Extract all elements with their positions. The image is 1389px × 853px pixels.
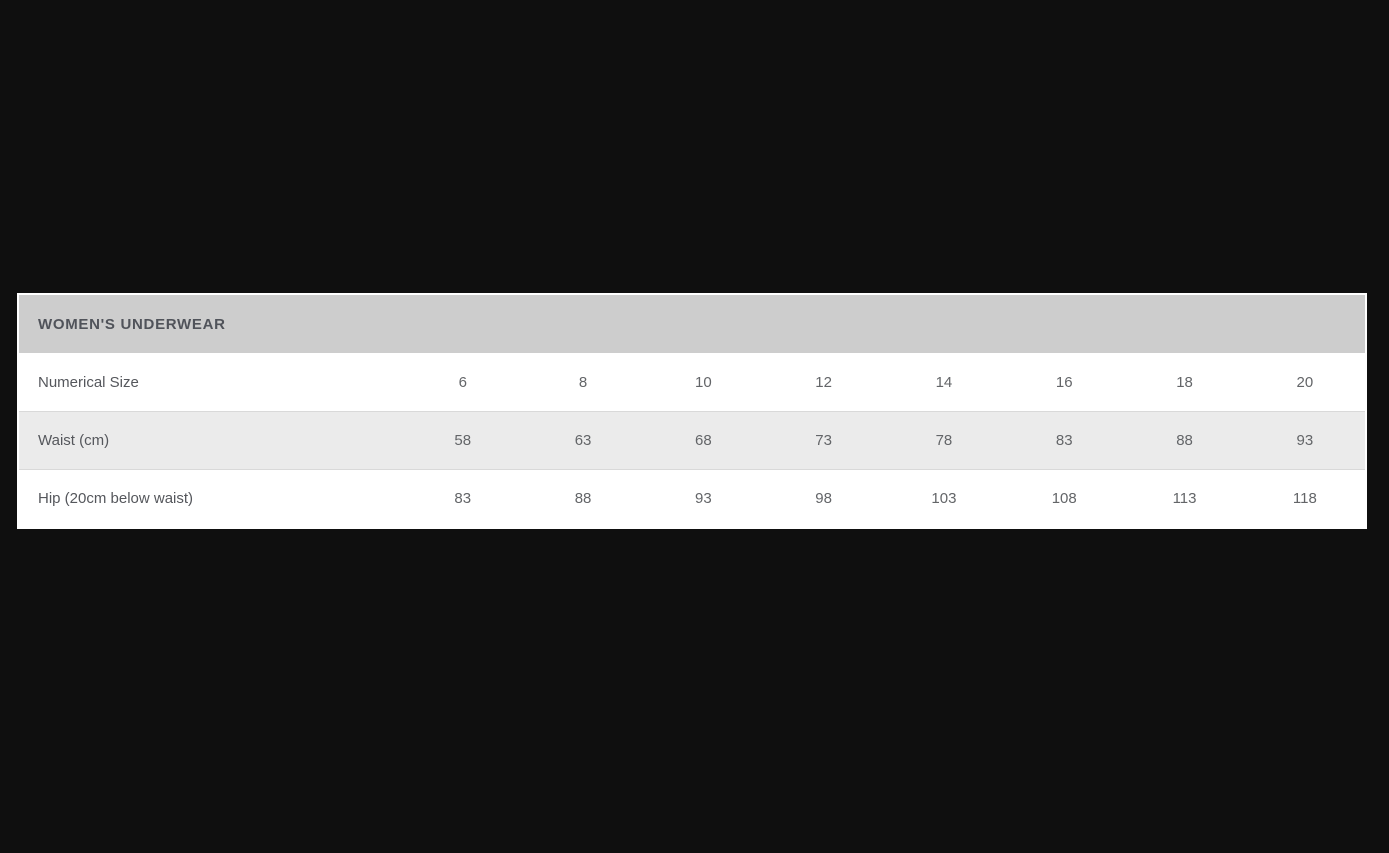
hip-value: 103 [931,490,957,507]
size-value: 20 [1296,373,1314,391]
waist-value: 88 [1176,432,1193,449]
waist-value: 68 [695,432,712,449]
waist-value: 93 [1296,432,1314,449]
table-row-waist: Waist (cm) 58 63 68 73 78 83 88 93 [19,411,1365,469]
hip-value: 83 [454,490,472,507]
size-value: 18 [1176,373,1193,391]
table-row-numerical-size: Numerical Size 6 8 10 12 14 16 18 20 [19,353,1365,411]
waist-value: 78 [935,432,953,449]
hip-value: 118 [1292,490,1317,507]
hip-value: 113 [1172,490,1197,507]
hip-value: 93 [695,490,712,507]
size-value: 12 [815,373,832,391]
size-value: 8 [578,373,588,391]
waist-value: 63 [574,432,592,449]
size-value: 10 [695,373,712,391]
waist-value: 83 [1055,432,1073,449]
hip-value: 98 [815,490,832,507]
waist-value: 58 [454,432,472,449]
size-chart-title: WOMEN'S UNDERWEAR [38,315,226,333]
size-value: 16 [1055,373,1073,391]
size-value: 6 [458,373,467,391]
row-label: Hip (20cm below waist) [38,490,194,507]
row-label: Numerical Size [38,373,139,391]
table-row-hip: Hip (20cm below waist) 83 88 93 98 103 1… [19,469,1365,527]
hip-value: 108 [1051,490,1077,507]
hip-value: 88 [574,490,592,507]
size-chart-header: WOMEN'S UNDERWEAR [19,295,1365,353]
size-chart-table: WOMEN'S UNDERWEAR Numerical Size 6 8 10 … [17,293,1367,529]
waist-value: 73 [815,432,832,449]
size-value: 14 [935,373,953,391]
row-label: Waist (cm) [38,432,110,449]
